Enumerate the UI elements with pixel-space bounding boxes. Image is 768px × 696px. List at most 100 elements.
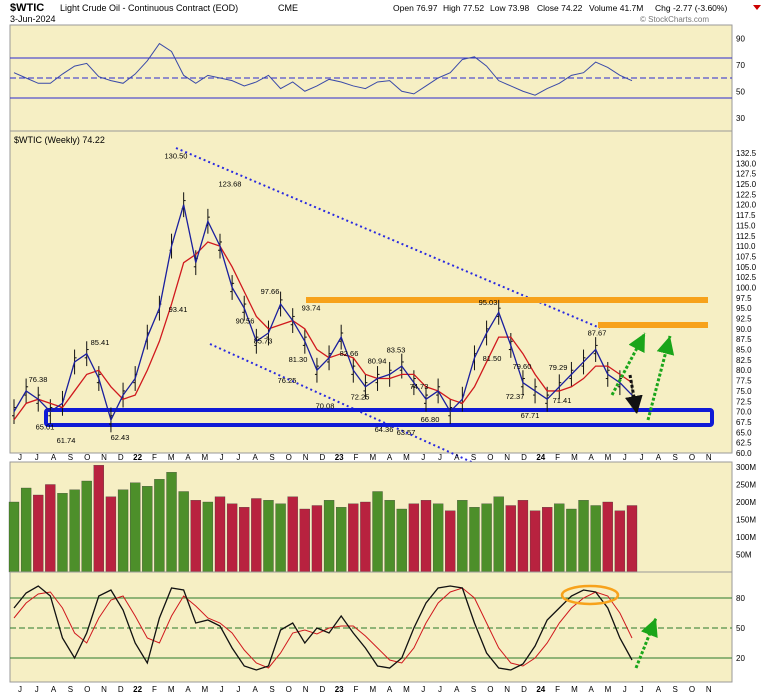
price-tick-label: 72.5: [736, 397, 752, 406]
price-tick-label: 102.5: [736, 273, 757, 282]
x-tick-label: A: [454, 685, 460, 694]
quote-open: Open 76.97: [393, 3, 438, 13]
price-annotation-label: 81.30: [289, 355, 308, 364]
x-tick-label: M: [571, 685, 578, 694]
price-tick-label: 117.5: [736, 211, 756, 220]
price-tick-label: 65.0: [736, 428, 752, 437]
price-annotation-label: 85.73: [254, 337, 273, 346]
x-tick-label: O: [689, 453, 695, 462]
x-tick-label: J: [421, 453, 425, 462]
price-annotation-label: 90.56: [236, 317, 255, 326]
quote-volume: Volume 41.7M: [589, 3, 643, 13]
moving-average-line: [13, 241, 633, 421]
x-tick-label: S: [68, 453, 73, 462]
x-tick-label: J: [236, 685, 240, 694]
price-annotation-label: 72.25: [351, 392, 370, 401]
price-tick-label: 80.0: [736, 366, 752, 375]
x-tick-label: 22: [133, 453, 142, 462]
x-tick-label: F: [555, 685, 560, 694]
projected-rise-arrow-1: [646, 335, 675, 421]
volume-bar: [275, 503, 286, 573]
price-annotation-label: 71.41: [553, 396, 572, 405]
x-tick-label: N: [101, 685, 107, 694]
volume-bar: [311, 505, 323, 573]
price-annotation-label: 63.57: [397, 428, 416, 437]
symbol-text: $WTIC: [10, 2, 44, 14]
rsi-panel: 90 70 50 30: [9, 24, 745, 132]
volume-tick-label: 300M: [736, 463, 756, 472]
price-tick-label: 122.5: [736, 190, 757, 199]
rsi-tick-label: 30: [736, 114, 745, 123]
x-tick-label: M: [605, 453, 612, 462]
x-tick-label: A: [51, 453, 57, 462]
volume-bar: [408, 503, 420, 573]
quote-high: High 77.52: [443, 3, 484, 13]
stoch-tick-label: 80: [736, 594, 745, 603]
x-tick-label: F: [152, 453, 157, 462]
price-tick-label: 90.0: [736, 325, 752, 334]
price-annotation-label: 83.53: [387, 346, 406, 355]
x-tick-label: M: [403, 453, 410, 462]
x-tick-label: J: [640, 685, 644, 694]
x-tick-label: A: [185, 685, 191, 694]
x-tick-label: A: [387, 685, 393, 694]
x-tick-label: O: [487, 453, 493, 462]
x-tick-label: F: [354, 453, 359, 462]
x-tick-label: J: [640, 453, 644, 462]
rsi-series: [13, 42, 633, 96]
price-tick-label: 100.0: [736, 283, 757, 292]
x-tick-label: J: [421, 685, 425, 694]
x-tick-label: S: [269, 685, 274, 694]
x-tick-label: N: [303, 453, 309, 462]
volume-bar: [214, 496, 226, 573]
volume-bar: [614, 510, 626, 573]
x-tick-label: M: [571, 453, 578, 462]
exchange-text: CME: [278, 3, 298, 13]
price-tick-label: 75.0: [736, 387, 752, 396]
x-tick-label: A: [589, 685, 595, 694]
volume-bar: [529, 510, 541, 573]
price-tick-label: 60.0: [736, 449, 752, 458]
volume-tick-label: 50M: [736, 551, 752, 560]
price-tick-label: 92.5: [736, 315, 752, 324]
volume-bar: [239, 507, 250, 573]
x-tick-label: 23: [335, 453, 344, 462]
x-tick-label: 22: [133, 685, 142, 694]
volume-bar: [432, 503, 444, 573]
stochastic-panel: 80 50 20 J J A S O N D 22 F M A M J J A S O N D 23 F M A M J J A S O N D…: [9, 571, 745, 694]
x-tick-label: A: [589, 453, 595, 462]
x-tick-label: A: [253, 685, 259, 694]
x-tick-label: F: [152, 685, 157, 694]
price-tick-label: 62.5: [736, 439, 752, 448]
x-tick-label: S: [471, 453, 476, 462]
volume-bar: [323, 500, 335, 573]
x-tick-label: A: [51, 685, 57, 694]
x-tick-label: O: [286, 685, 292, 694]
price-tick-label: 95.0: [736, 304, 752, 313]
volume-bar: [45, 484, 56, 573]
x-tick-label: J: [220, 453, 224, 462]
volume-bar: [287, 496, 298, 573]
x-tick-label: S: [68, 685, 73, 694]
price-annotation-label: 79.29: [549, 363, 568, 372]
projected-drop-arrow: [624, 374, 643, 415]
price-tick-label: 67.5: [736, 418, 752, 427]
x-tick-label: J: [438, 685, 442, 694]
volume-bar: [384, 500, 395, 573]
price-tick-label: 107.5: [736, 252, 757, 261]
price-annotation-label: 80.94: [368, 356, 387, 365]
price-tick-label: 97.5: [736, 294, 752, 303]
price-tick-label: 130.0: [736, 159, 757, 168]
price-annotation-label: 61.74: [57, 436, 76, 445]
price-annotation-label: 81.50: [483, 354, 502, 363]
x-tick-label: M: [605, 685, 612, 694]
x-tick-label: F: [555, 453, 560, 462]
x-tick-label: J: [18, 685, 22, 694]
volume-bar: [20, 487, 32, 573]
stochastic-panel-bg: [9, 571, 733, 683]
rsi-tick-label: 90: [736, 34, 745, 43]
quote-change: Chg -2.77 (-3.60%): [655, 3, 727, 13]
volume-bar: [542, 507, 553, 573]
x-tick-label: M: [168, 453, 175, 462]
stoch-rise-arrow: [634, 617, 658, 669]
